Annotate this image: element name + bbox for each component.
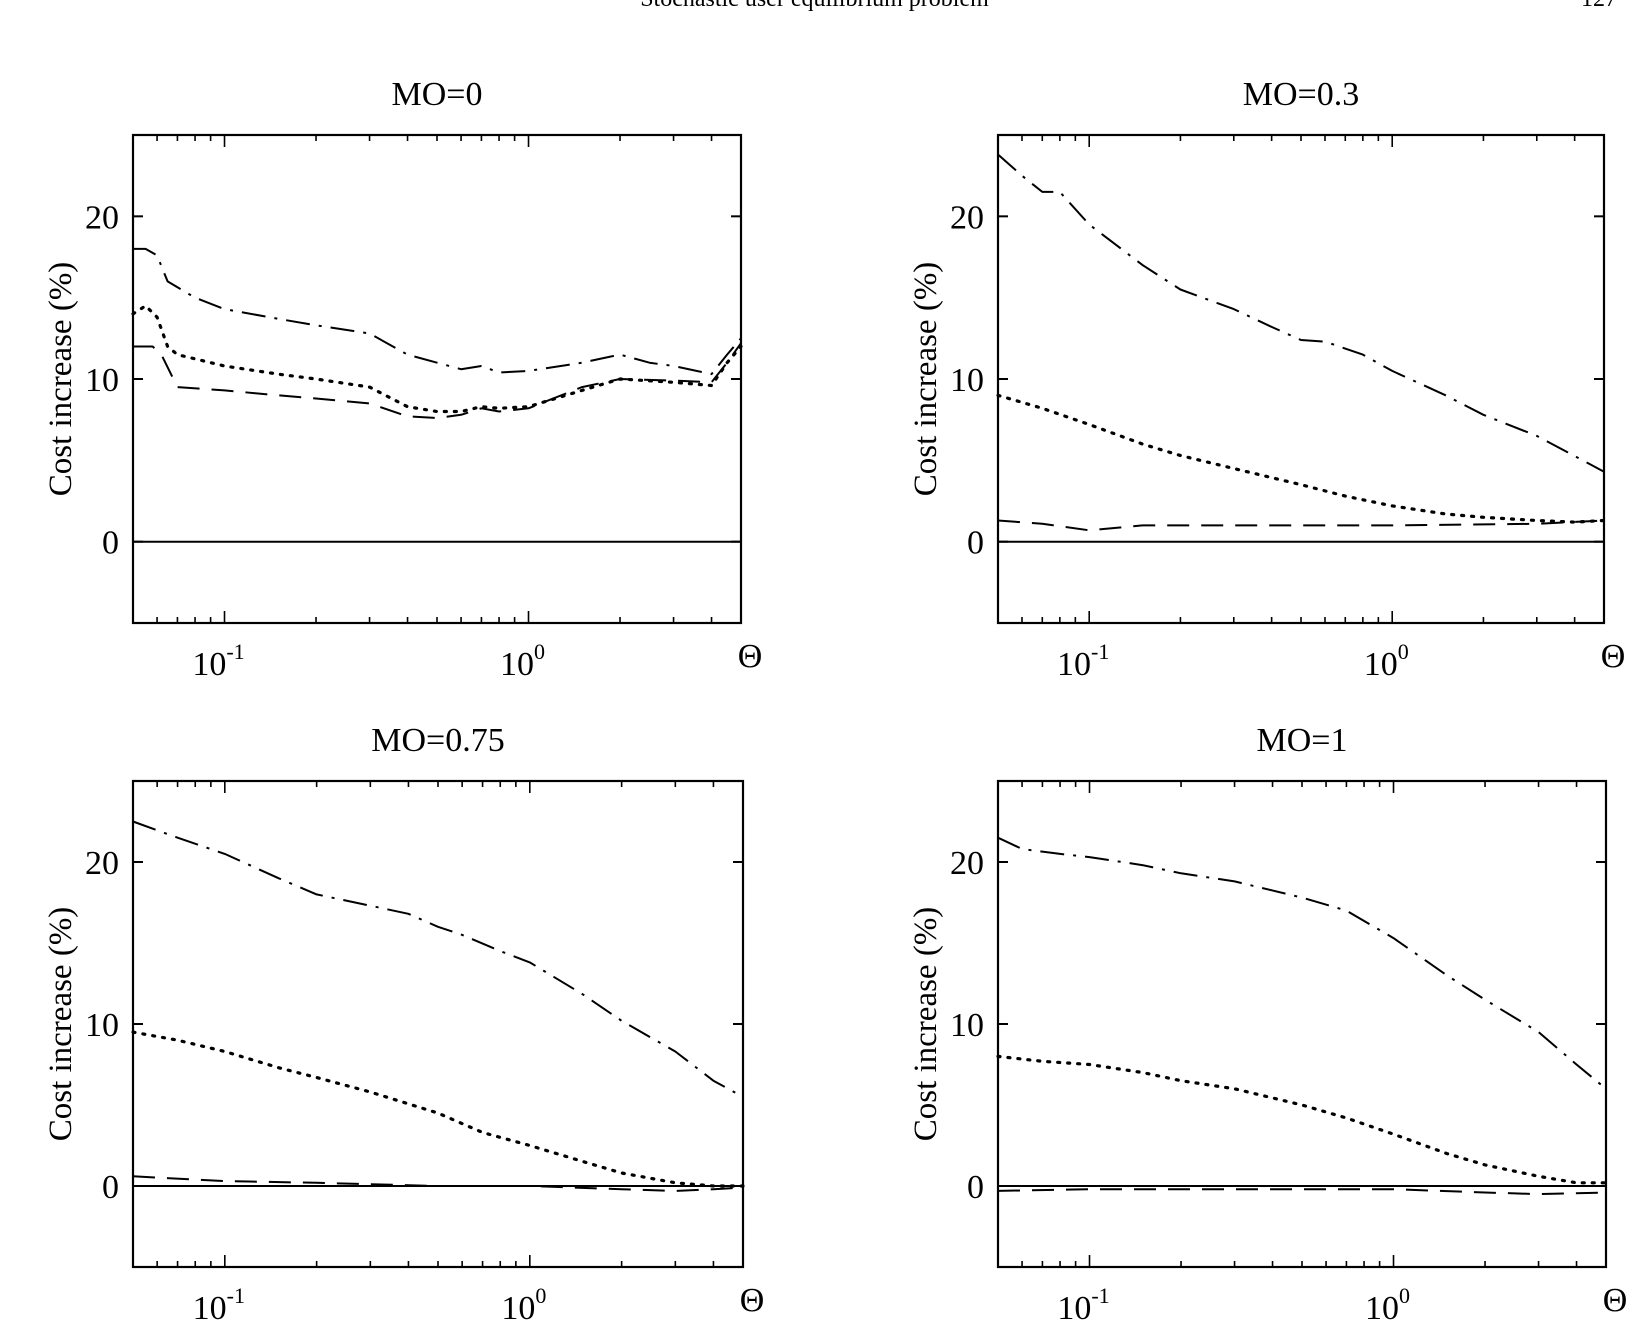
y-axis-label: Cost increase (%) [908, 262, 944, 497]
x-axis-label: Θ [1603, 1282, 1628, 1319]
x-axis-label: Θ [738, 638, 763, 675]
y-tick-label: 20 [950, 845, 984, 882]
chart-panel: 0 10 20 10-1 100 MO=0.3 Cost increase (%) Θ [908, 76, 1625, 683]
y-tick-label: 0 [102, 1169, 119, 1206]
series-line-dotted [131, 1030, 745, 1188]
chart-title: MO=0 [392, 76, 483, 113]
series-line-dotted [996, 393, 1606, 524]
y-axis-label: Cost increase (%) [43, 907, 79, 1142]
y-tick-label: 10 [950, 1007, 984, 1044]
x-tick-label: 100 [501, 1283, 546, 1327]
y-tick-label: 10 [85, 362, 119, 399]
chart-title: MO=0.75 [371, 722, 504, 759]
series-line-dashdot [132, 820, 744, 1098]
y-axis-label: Cost increase (%) [43, 262, 79, 497]
y-tick-label: 0 [967, 1169, 984, 1206]
chart-panel: 0 10 20 10-1 100 MO=0 Cost increase (%) Θ [43, 76, 762, 683]
y-tick-label: 10 [85, 1007, 119, 1044]
series-line-dashdot [997, 836, 1607, 1090]
series-line-dashed [997, 1188, 1607, 1196]
chart-title: MO=0.3 [1243, 76, 1359, 113]
x-tick-label: 10-1 [1057, 639, 1109, 683]
y-tick-label: 20 [85, 845, 119, 882]
series-line-dashdot [997, 153, 1605, 473]
x-axis-label: Θ [1601, 638, 1626, 675]
y-tick-label: 20 [950, 199, 984, 236]
x-tick-label: 10-1 [192, 639, 244, 683]
x-tick-label: 100 [1364, 639, 1409, 683]
y-tick-label: 20 [85, 199, 119, 236]
series-line-dotted [131, 304, 743, 414]
series-line-dotted [996, 1054, 1608, 1185]
chart-panel: 0 10 20 10-1 100 MO=1 Cost increase (%) Θ [908, 722, 1627, 1327]
chart-title: MO=1 [1257, 722, 1348, 759]
x-tick-label: 100 [500, 639, 545, 683]
x-tick-label: 10-1 [1057, 1283, 1109, 1327]
y-tick-label: 0 [967, 525, 984, 562]
running-title: Stochastic user equilibrium problem [0, 0, 1629, 13]
y-tick-label: 0 [102, 525, 119, 562]
x-axis-label: Θ [740, 1282, 765, 1319]
x-tick-label: 10-1 [193, 1283, 245, 1327]
plot-frame [996, 133, 1606, 625]
y-tick-label: 10 [950, 362, 984, 399]
series-line-dashdot [133, 247, 742, 376]
series-line-dashed [133, 342, 742, 419]
series-line-dashed [132, 1175, 744, 1192]
x-tick-label: 100 [1365, 1283, 1410, 1327]
running-head: Stochastic user equilibrium problem 127 [0, 0, 1629, 20]
page-number: 127 [1581, 0, 1617, 13]
chart-panel: 0 10 20 10-1 100 MO=0.75 Cost increase (%) Θ [43, 722, 764, 1327]
y-axis-label: Cost increase (%) [908, 907, 944, 1142]
series-line-dashed [997, 519, 1605, 532]
